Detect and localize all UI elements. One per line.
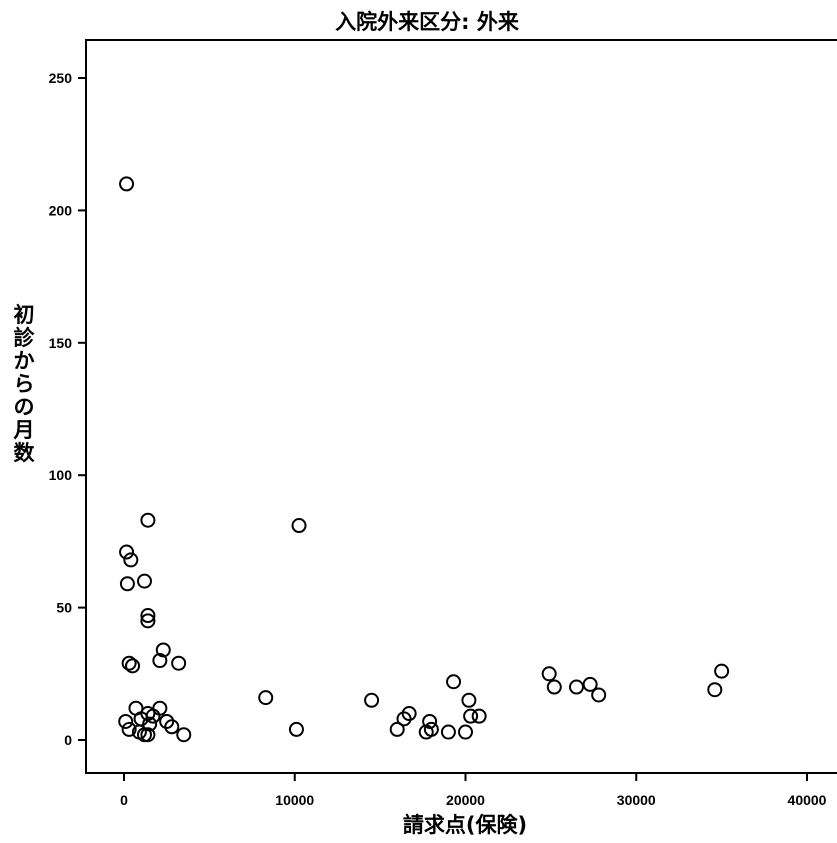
data-point (155, 642, 171, 658)
data-point (121, 655, 137, 671)
y-tick-label: 100 (49, 467, 73, 483)
data-point (446, 674, 462, 690)
data-point (401, 706, 417, 722)
data-point (458, 724, 473, 740)
data-point (418, 724, 434, 740)
y-tick-label: 50 (56, 600, 72, 616)
x-axis-label: 請求点(保険) (403, 813, 527, 837)
data-point (546, 679, 562, 695)
x-tick-label: 40000 (788, 792, 827, 808)
chart-title: 入院外来区分: 外来 (335, 10, 520, 34)
data-point (136, 727, 152, 743)
data-point (568, 679, 584, 695)
y-axis: 0 50 100 150 200 250 (49, 70, 86, 748)
data-point (136, 573, 152, 589)
data-point (140, 613, 156, 629)
data-point (389, 721, 405, 737)
data-point (121, 721, 137, 737)
data-point (541, 666, 557, 682)
data-point (707, 682, 723, 698)
data-point (364, 692, 380, 708)
data-point (119, 176, 135, 192)
data-point (471, 708, 487, 724)
data-point (591, 687, 607, 703)
data-point (422, 713, 438, 729)
y-axis-label: 初診からの月数 (13, 303, 36, 465)
data-point (171, 655, 187, 671)
data-point (119, 576, 135, 592)
data-point (396, 711, 412, 727)
data-point (119, 544, 135, 560)
y-tick-label: 0 (64, 732, 72, 748)
data-point (159, 713, 175, 729)
data-point (288, 721, 304, 737)
data-point (176, 727, 192, 743)
data-point (714, 663, 730, 679)
x-axis: 0 10000 20000 30000 40000 (120, 773, 827, 808)
y-tick-label: 200 (49, 202, 73, 218)
y-tick-label: 250 (49, 70, 73, 86)
data-point (291, 518, 307, 534)
x-tick-label: 0 (120, 792, 128, 808)
data-point (164, 719, 180, 735)
data-point (463, 708, 479, 724)
x-tick-label: 30000 (617, 792, 656, 808)
x-tick-label: 10000 (275, 792, 314, 808)
data-point (582, 676, 598, 692)
plot-frame (85, 39, 837, 774)
data-point (140, 608, 156, 624)
data-point (140, 512, 156, 528)
data-point (258, 690, 274, 706)
x-tick-label: 20000 (446, 792, 485, 808)
data-point (461, 692, 477, 708)
data-point (123, 552, 139, 568)
data-point (118, 713, 134, 729)
data-points (118, 176, 730, 743)
data-point (152, 653, 168, 669)
data-point (125, 658, 141, 674)
y-tick-label: 150 (49, 335, 73, 351)
data-point (440, 724, 456, 740)
